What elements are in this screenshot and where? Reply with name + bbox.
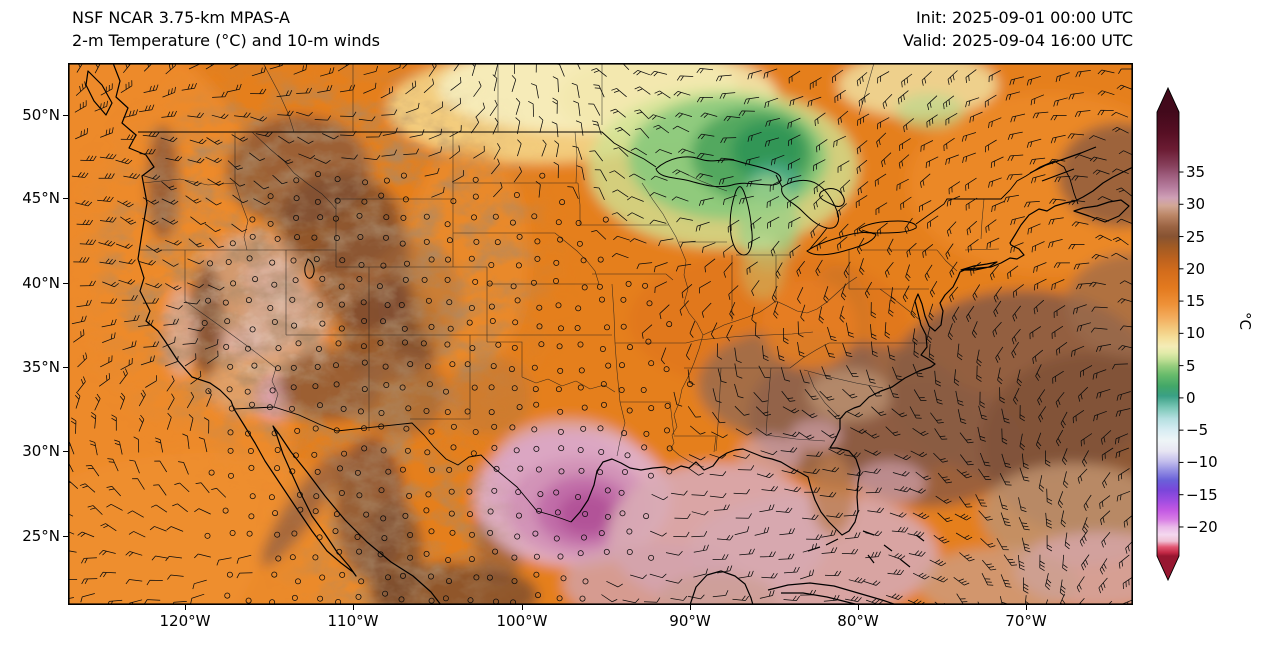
x-tick-mark (521, 605, 523, 610)
y-tick-label: 50°N (22, 106, 60, 124)
national-borders (138, 131, 1079, 523)
colorbar-tick-label: 5 (1186, 356, 1196, 375)
colorbar-tick-label: 35 (1186, 163, 1206, 182)
y-tick-mark (63, 114, 68, 116)
colorbar-tick-label: 15 (1186, 292, 1206, 311)
coastline-east (570, 146, 1133, 605)
colorbar-gradient-bar (1156, 86, 1180, 582)
x-tick-label: 80°W (837, 612, 879, 630)
model-title: NSF NCAR 3.75-km MPAS-A (72, 8, 290, 27)
x-tick-label: 110°W (327, 612, 379, 630)
map-plot-area (68, 63, 1133, 605)
y-tick-mark (63, 197, 68, 199)
y-tick-label: 35°N (22, 358, 60, 376)
colorbar-tick-label: 10 (1186, 324, 1206, 343)
y-tick-label: 40°N (22, 274, 60, 292)
y-tick-mark (63, 535, 68, 537)
x-tick-mark (1025, 605, 1027, 610)
colorbar-tick-label: 25 (1186, 227, 1206, 246)
colorbar-tick-label: −20 (1186, 517, 1218, 536)
init-time-label: Init: 2025-09-01 00:00 UTC (915, 8, 1133, 27)
x-tick-mark (689, 605, 691, 610)
wind-barbs-layer (68, 63, 1133, 605)
colorbar-tick-label: 0 (1186, 388, 1196, 407)
colorbar-unit-label: °C (1236, 312, 1254, 330)
x-tick-label: 120°W (159, 612, 211, 630)
x-tick-label: 90°W (669, 612, 711, 630)
x-tick-mark (857, 605, 859, 610)
x-tick-mark (184, 605, 186, 610)
field-title: 2-m Temperature (°C) and 10-m winds (72, 31, 380, 50)
colorbar-tick-label: −5 (1186, 421, 1209, 440)
y-tick-mark (63, 450, 68, 452)
colorbar-tick-label: −10 (1186, 453, 1218, 472)
colorbar-tick-label: −15 (1186, 485, 1218, 504)
coastline (85, 63, 442, 605)
map-svg (68, 63, 1133, 605)
y-tick-mark (63, 366, 68, 368)
colorbar (1155, 63, 1255, 605)
colorbar-tick-label: 30 (1186, 195, 1206, 214)
y-tick-label: 45°N (22, 189, 60, 207)
x-tick-mark (352, 605, 354, 610)
y-tick-label: 30°N (22, 442, 60, 460)
x-tick-label: 100°W (496, 612, 548, 630)
map-frame (68, 63, 1133, 605)
x-tick-label: 70°W (1005, 612, 1047, 630)
valid-time-label: Valid: 2025-09-04 16:00 UTC (902, 31, 1133, 50)
colorbar-svg (1156, 86, 1184, 582)
colorbar-tick-label: 20 (1186, 259, 1206, 278)
state-borders (140, 63, 1000, 468)
y-tick-label: 25°N (22, 527, 60, 545)
y-tick-mark (63, 282, 68, 284)
